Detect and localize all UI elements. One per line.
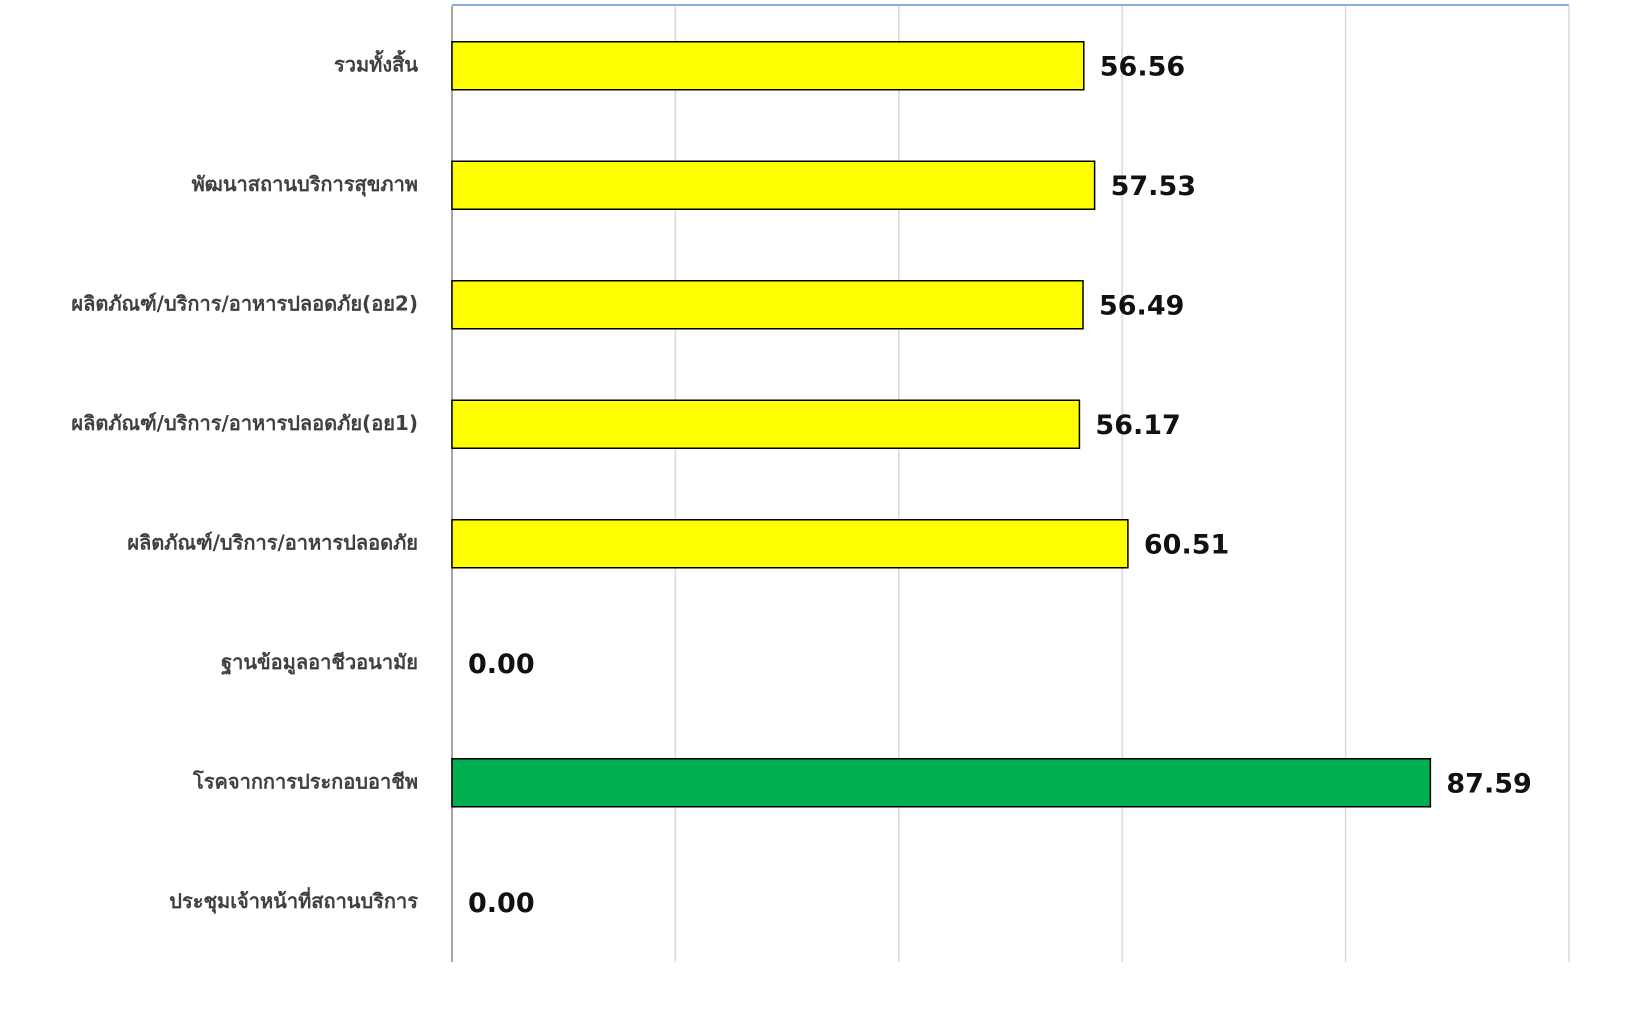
y-tick-label: พัฒนาสถานบริการสุขภาพ [192,172,418,197]
y-tick-label: ผลิตภัณฑ์/บริการ/อาหารปลอดภัย(อย2) [71,291,418,315]
bar [451,41,1085,91]
value-label: 56.17 [1095,410,1180,441]
y-tick-label: ฐานข้อมูลอาชีวอนามัย [221,650,418,676]
bar [451,399,1081,449]
y-tick-label: ผลิตภัณฑ์/บริการ/อาหารปลอดภัย [127,530,418,554]
bar [451,519,1129,569]
value-label: 0.00 [468,888,535,919]
value-label: 56.49 [1099,290,1184,321]
value-label: 0.00 [468,649,535,680]
value-label: 56.56 [1100,51,1185,82]
y-tick-label: ประชุมเจ้าหน้าที่สถานบริการ [169,886,418,914]
y-tick-label: ผลิตภัณฑ์/บริการ/อาหารปลอดภัย(อย1) [71,411,418,435]
value-label: 87.59 [1446,768,1531,799]
value-label: 57.53 [1111,171,1196,202]
bar [451,160,1096,210]
value-label: 60.51 [1144,529,1229,560]
y-tick-label: โรคจากการประกอบอาชีพ [192,769,418,793]
y-tick-label: รวมทั้งสิ้น [334,49,418,76]
bar [451,758,1432,808]
bar [451,280,1084,330]
